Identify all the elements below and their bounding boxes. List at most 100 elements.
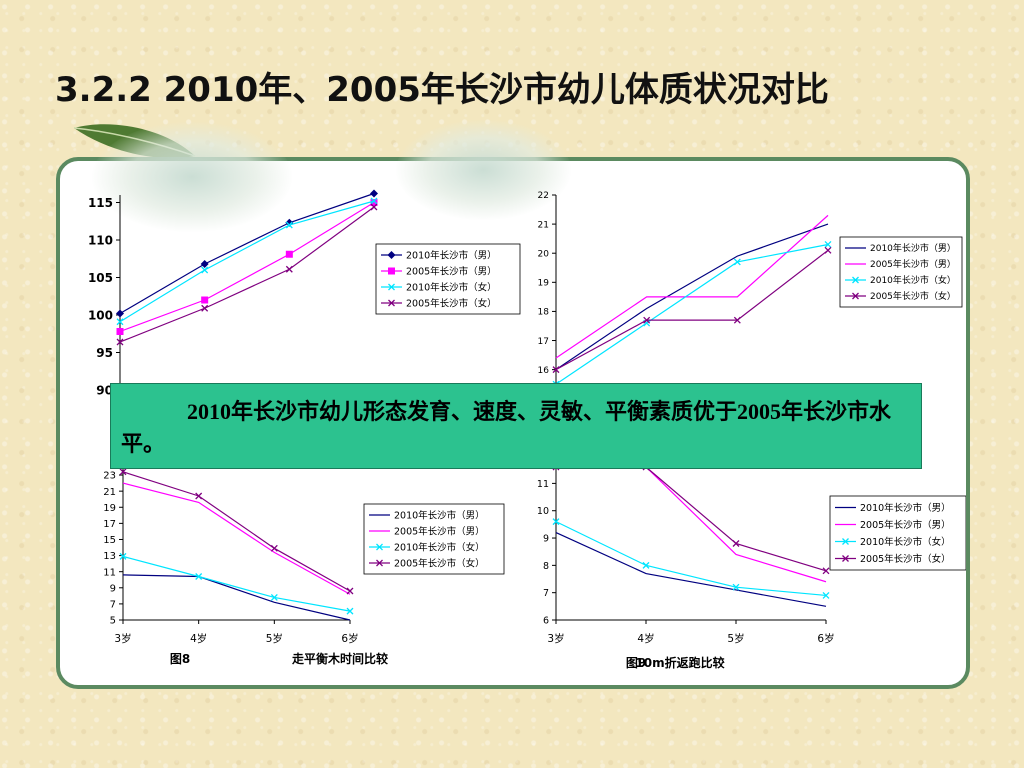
legend-marker [387,251,396,259]
series-1 [116,189,378,318]
x-tick-label: 5岁 [266,632,283,645]
series-line [119,201,375,333]
y-tick-label: 19 [103,503,116,514]
y-tick-label: 5 [110,616,116,627]
data-point [270,544,278,552]
legend-box [839,236,963,308]
figure-label: 图8 [170,652,190,666]
data-point [285,221,293,229]
legend-marker [842,538,849,545]
legend-entry: 2010年长沙市（男） [406,249,497,261]
legend-marker [852,276,859,284]
y-tick-label: 23 [103,471,116,482]
legend-box [375,243,521,315]
series-1 [555,223,829,371]
y-tick-label: 13 [103,551,116,562]
y-tick-label: 11 [537,479,549,490]
legend: 2010年长沙市（男） 2005年长沙市（男） 2010年长沙市（女） 2005年长沙… [363,503,505,575]
y-tick-label: 17 [538,337,549,347]
y-tick-label: 105 [88,271,113,285]
data-point [732,583,740,591]
y-tick-label: 22 [538,191,549,201]
legend-marker [852,292,859,300]
y-tick-label: 16 [538,366,550,376]
legend-entry: 2005年长沙市（男） [406,265,497,277]
data-point [824,241,832,248]
legend-entry: 2010年长沙市（女） [394,541,485,553]
data-point [552,518,560,526]
legend-entry: 2010年长沙市（男） [870,242,956,254]
data-point [732,540,740,547]
data-point [201,266,209,274]
legend-marker [842,555,849,562]
data-point [346,607,354,615]
data-point [370,199,378,206]
data-point [119,552,127,560]
series-line [555,249,829,371]
x-tick-label: 3岁 [114,632,131,645]
legend-entry: 2010年长沙市（男） [394,509,485,521]
legend: 2010年长沙市（男） 2005年长沙市（男） 2010年长沙市（女） 2005年长沙… [375,243,521,315]
glow-decoration-left [92,122,292,232]
y-tick-label: 6 [543,615,549,626]
figure-caption: 10m折返跑比较 [635,655,724,670]
legend-entry: 2010年长沙市（女） [860,536,951,548]
series-2 [555,214,829,359]
data-point [370,197,378,205]
chart-weight: 161718192021222010年长沙市（男）2005年长沙市（男）2010… [538,191,963,394]
series-3 [552,518,830,599]
data-point [285,265,293,273]
series-line [555,243,829,385]
conclusion-box: 2010年长沙市幼儿形态发育、速度、灵敏、平衡素质优于2005年长沙市水平。 [110,383,922,469]
legend-box [363,503,505,575]
data-point [733,316,741,324]
y-tick-label: 21 [538,220,549,230]
data-point [270,593,278,601]
series-3 [552,241,832,388]
legend-entry: 2010年长沙市（男） [860,502,951,514]
y-tick-label: 18 [538,308,550,318]
data-point [822,567,830,575]
series-4 [119,468,354,595]
legend: 2010年长沙市（男） 2005年长沙市（男） 2010年长沙市（女） 2005年长沙… [829,495,966,571]
series-3 [119,552,354,615]
legend-entry: 2005年长沙市（女） [860,553,951,565]
data-point [200,260,209,268]
y-tick-label: 8 [543,561,549,572]
legend-entry: 2005年长沙市（男） [860,519,951,531]
series-line [119,206,375,343]
data-point [201,296,209,304]
y-tick-label: 9 [543,533,549,544]
series-4 [116,203,378,346]
y-tick-label: 7 [543,588,549,599]
data-point [822,591,830,599]
data-point [370,203,378,211]
series-4 [552,246,832,374]
conclusion-text: 2010年长沙市幼儿形态发育、速度、灵敏、平衡素质优于2005年长沙市水平。 [121,399,892,456]
legend-marker [376,559,383,567]
data-point [116,338,124,346]
series-line [556,466,827,583]
y-tick-label: 115 [88,196,113,210]
x-tick-label: 4岁 [190,632,207,645]
series-line [555,532,827,607]
y-tick-label: 9 [110,583,116,594]
data-point [643,316,651,324]
y-tick-label: 7 [110,599,116,610]
data-point [201,304,209,312]
y-tick-label: 95 [96,346,113,360]
data-point [733,258,741,266]
series-line [555,223,829,371]
data-point [195,492,203,500]
chart-height: 90951001051101152010年长沙市（男）2005年长沙市（男）20… [88,189,521,397]
data-point [824,246,832,254]
series-line [122,555,351,612]
series-line [122,574,351,621]
data-point [552,366,560,374]
x-tick-label: 5岁 [727,632,744,645]
series-line [122,471,351,592]
data-point [116,328,124,335]
series-line [122,482,351,595]
legend: 2010年长沙市（男） 2005年长沙市（男） 2010年长沙市（女） 2005年长沙… [839,236,963,308]
legend-marker [388,283,395,291]
